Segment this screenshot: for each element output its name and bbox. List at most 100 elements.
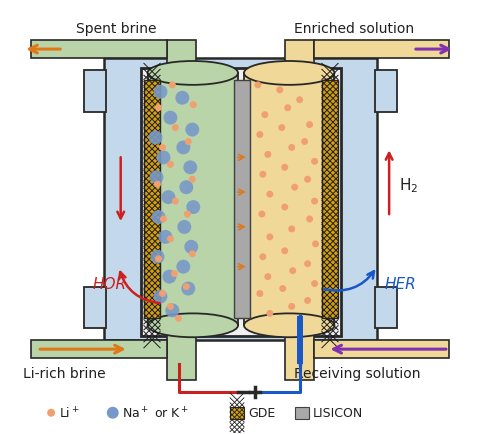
FancyArrowPatch shape: [324, 272, 374, 291]
Ellipse shape: [281, 204, 288, 211]
Ellipse shape: [155, 256, 162, 263]
Ellipse shape: [160, 216, 167, 223]
Ellipse shape: [107, 407, 119, 419]
Ellipse shape: [169, 82, 176, 89]
Bar: [168, 41, 196, 79]
Ellipse shape: [276, 87, 283, 94]
Ellipse shape: [266, 310, 273, 317]
Ellipse shape: [166, 304, 180, 318]
Bar: [31, 340, 168, 358]
Ellipse shape: [176, 260, 190, 274]
Ellipse shape: [152, 210, 166, 224]
Ellipse shape: [172, 198, 179, 205]
Ellipse shape: [189, 251, 196, 258]
Ellipse shape: [161, 191, 175, 204]
Ellipse shape: [279, 286, 286, 293]
Ellipse shape: [181, 282, 195, 296]
Ellipse shape: [190, 102, 197, 109]
Bar: [84, 287, 106, 329]
Ellipse shape: [291, 184, 298, 191]
Ellipse shape: [259, 171, 266, 178]
Text: Receiving solution: Receiving solution: [294, 366, 420, 380]
Ellipse shape: [156, 151, 170, 165]
Ellipse shape: [176, 141, 190, 155]
Bar: [285, 41, 313, 79]
Text: HOR: HOR: [93, 276, 127, 291]
Bar: [147, 74, 238, 326]
Ellipse shape: [159, 290, 166, 297]
Ellipse shape: [47, 409, 55, 417]
Ellipse shape: [262, 112, 268, 119]
Ellipse shape: [281, 164, 288, 171]
Ellipse shape: [154, 181, 161, 188]
Ellipse shape: [180, 181, 193, 195]
Bar: [234, 81, 250, 319]
Ellipse shape: [296, 97, 303, 104]
Bar: [31, 41, 168, 59]
FancyArrowPatch shape: [119, 273, 160, 303]
Ellipse shape: [183, 161, 197, 175]
Text: Spent brine: Spent brine: [76, 22, 156, 36]
Ellipse shape: [311, 280, 318, 287]
Bar: [375, 287, 397, 329]
Bar: [141, 69, 341, 336]
Ellipse shape: [154, 290, 168, 304]
Bar: [230, 407, 244, 419]
Ellipse shape: [184, 240, 198, 254]
Text: Na$^+$ or K$^+$: Na$^+$ or K$^+$: [122, 405, 189, 421]
Ellipse shape: [288, 145, 295, 151]
Bar: [375, 71, 397, 112]
Bar: [144, 81, 160, 319]
Bar: [168, 321, 196, 380]
Ellipse shape: [164, 112, 178, 125]
Bar: [104, 59, 377, 340]
Ellipse shape: [154, 85, 168, 99]
Ellipse shape: [256, 132, 264, 139]
Ellipse shape: [258, 211, 265, 218]
Ellipse shape: [311, 198, 318, 205]
Ellipse shape: [288, 226, 295, 233]
Ellipse shape: [175, 92, 189, 105]
Ellipse shape: [254, 82, 262, 89]
Ellipse shape: [306, 122, 313, 129]
Ellipse shape: [150, 171, 164, 185]
Ellipse shape: [288, 303, 295, 310]
Ellipse shape: [151, 250, 165, 264]
Ellipse shape: [167, 161, 174, 168]
Ellipse shape: [167, 303, 174, 310]
Ellipse shape: [284, 105, 291, 112]
Ellipse shape: [301, 139, 308, 146]
Ellipse shape: [304, 261, 311, 267]
Text: Enriched solution: Enriched solution: [294, 22, 414, 36]
Bar: [322, 81, 338, 319]
Ellipse shape: [158, 230, 172, 244]
Ellipse shape: [311, 158, 318, 165]
Text: Li-rich brine: Li-rich brine: [23, 366, 106, 380]
Ellipse shape: [155, 105, 162, 112]
Text: GDE: GDE: [248, 406, 275, 419]
Ellipse shape: [159, 145, 166, 151]
Ellipse shape: [186, 201, 200, 214]
Ellipse shape: [304, 176, 311, 183]
Ellipse shape: [167, 236, 174, 243]
Ellipse shape: [266, 191, 273, 198]
Ellipse shape: [304, 297, 311, 304]
Ellipse shape: [264, 151, 271, 158]
Text: LISICON: LISICON: [312, 406, 363, 419]
Ellipse shape: [256, 290, 264, 297]
Ellipse shape: [312, 241, 319, 248]
Ellipse shape: [148, 131, 162, 145]
Ellipse shape: [289, 267, 296, 274]
Ellipse shape: [259, 254, 266, 261]
Ellipse shape: [175, 315, 182, 322]
Ellipse shape: [244, 62, 335, 85]
Ellipse shape: [306, 216, 313, 223]
Text: HER: HER: [384, 276, 416, 291]
Ellipse shape: [147, 314, 238, 338]
Ellipse shape: [184, 211, 191, 218]
Ellipse shape: [281, 248, 288, 255]
Bar: [313, 340, 449, 358]
Ellipse shape: [185, 139, 192, 146]
Bar: [244, 74, 335, 326]
Ellipse shape: [189, 176, 196, 183]
